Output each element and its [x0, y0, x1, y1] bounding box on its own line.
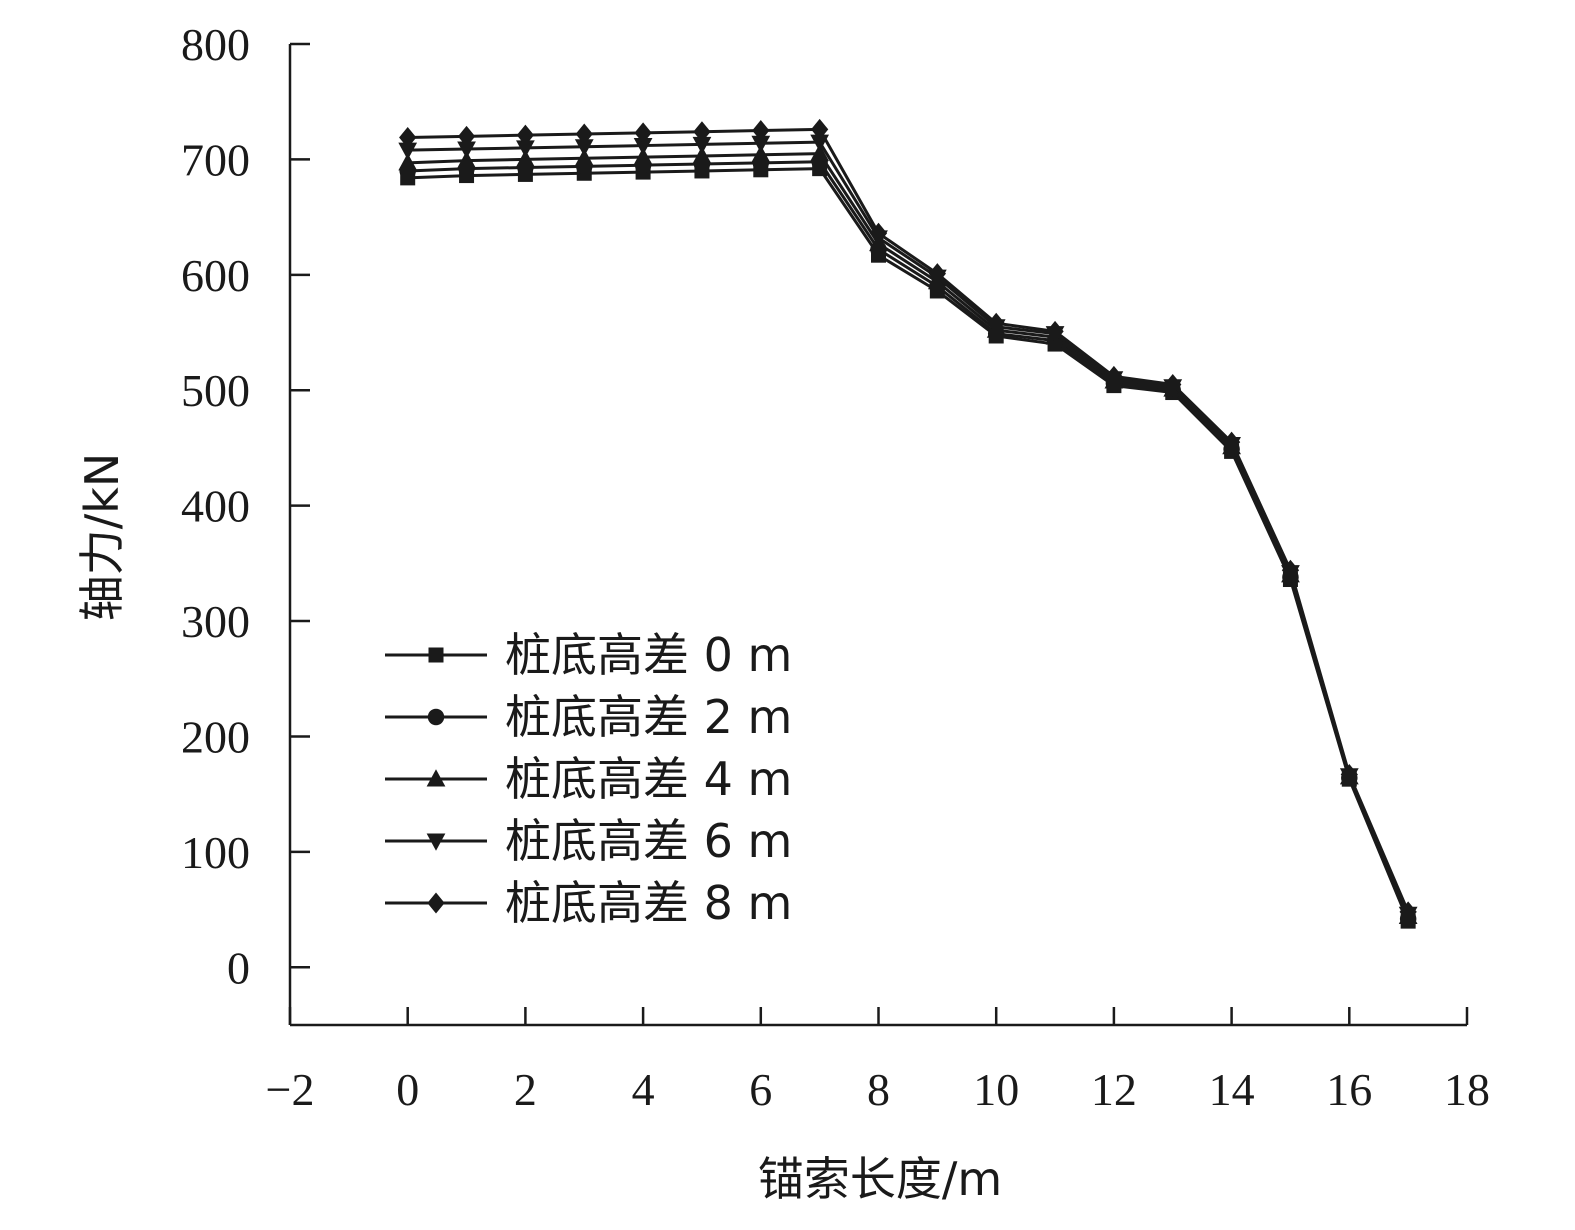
- data-point: [428, 647, 444, 663]
- data-point: [811, 118, 829, 140]
- data-point: [692, 146, 712, 164]
- legend-label: 桩底高差 0 m: [505, 628, 792, 682]
- data-point: [426, 833, 446, 851]
- data-point: [1281, 559, 1300, 581]
- legend-entry-4: 桩底高差 8 m: [385, 876, 792, 930]
- data-point: [427, 708, 445, 726]
- chart-legend: 桩底高差 0 m 桩底高差 2 m 桩底高差 4 m 桩底高差 6 m 桩底高差 8 m: [385, 628, 792, 930]
- x-axis-title: 锚索长度/m: [758, 1152, 1002, 1206]
- data-point: [1340, 764, 1358, 786]
- y-tick-label: 800: [181, 19, 250, 70]
- data-point: [693, 121, 711, 143]
- data-point: [575, 123, 593, 145]
- data-point: [516, 149, 535, 167]
- series-1: [399, 153, 1417, 928]
- series-4: [399, 118, 1417, 923]
- x-tick-label: 4: [632, 1064, 655, 1115]
- legend-entry-1: 桩底高差 2 m: [385, 690, 792, 744]
- series-line: [407, 127, 1410, 913]
- data-point: [751, 145, 771, 163]
- data-point: [1105, 365, 1123, 387]
- x-tick-label: 6: [749, 1064, 772, 1115]
- legend-label: 桩底高差 4 m: [505, 752, 792, 806]
- data-point: [398, 153, 418, 171]
- x-tick-label: 16: [1326, 1064, 1372, 1115]
- data-point: [574, 148, 594, 166]
- data-point: [987, 312, 1005, 334]
- y-tick-label: 500: [181, 365, 250, 416]
- x-tick-label: −2: [266, 1064, 315, 1115]
- legend-label: 桩底高差 6 m: [505, 814, 792, 868]
- data-point: [752, 120, 770, 142]
- data-point: [869, 222, 888, 244]
- chart-ticks: 0 100 200 300 400 500 600 700 800 −2 0 2 4 6 8 10 12 14 16…: [181, 19, 1490, 1115]
- legend-entry-2: 桩底高差 4 m: [385, 752, 792, 806]
- y-tick-label: 0: [227, 942, 250, 993]
- data-point: [1222, 431, 1241, 453]
- series-2: [398, 143, 1418, 925]
- chart-series-layer: [398, 118, 1418, 929]
- x-tick-label: 12: [1091, 1064, 1137, 1115]
- data-point: [399, 126, 417, 148]
- data-point: [398, 142, 418, 160]
- x-tick-label: 8: [867, 1064, 890, 1115]
- x-tick-label: 0: [396, 1064, 419, 1115]
- data-point: [928, 263, 946, 285]
- data-point: [633, 147, 653, 165]
- x-tick-label: 14: [1209, 1064, 1255, 1115]
- data-point: [810, 143, 830, 162]
- legend-entry-0: 桩底高差 0 m: [385, 628, 792, 682]
- legend-entry-3: 桩底高差 6 m: [385, 814, 792, 868]
- legend-label: 桩底高差 2 m: [505, 690, 792, 744]
- data-point: [634, 122, 652, 144]
- data-point: [1164, 373, 1182, 395]
- y-tick-label: 400: [181, 481, 250, 532]
- data-point: [457, 150, 476, 169]
- x-tick-label: 18: [1444, 1064, 1490, 1115]
- data-point: [426, 769, 446, 787]
- series-line: [407, 167, 1410, 922]
- data-point: [1399, 901, 1417, 923]
- y-tick-label: 200: [181, 711, 250, 762]
- y-tick-label: 600: [181, 250, 250, 301]
- y-tick-label: 100: [181, 827, 250, 878]
- y-tick-label: 300: [181, 596, 250, 647]
- data-point: [427, 892, 445, 914]
- data-point: [633, 138, 653, 156]
- data-point: [574, 139, 594, 157]
- x-tick-label: 2: [514, 1064, 537, 1115]
- y-tick-label: 700: [181, 134, 250, 185]
- data-point: [1046, 320, 1064, 342]
- chart-axes: [288, 44, 1467, 1027]
- data-point: [457, 141, 476, 159]
- data-point: [457, 125, 476, 147]
- y-axis-title: 轴力/kN: [75, 453, 129, 622]
- x-tick-label: 10: [973, 1064, 1019, 1115]
- data-point: [516, 124, 535, 146]
- legend-label: 桩底高差 8 m: [505, 876, 792, 930]
- data-point: [516, 140, 535, 158]
- data-point: [692, 136, 712, 155]
- data-point: [751, 135, 771, 154]
